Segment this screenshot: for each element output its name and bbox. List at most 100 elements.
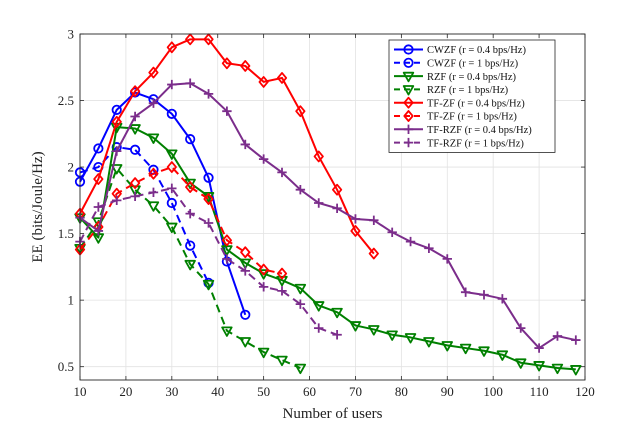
- series-7: [75, 183, 342, 340]
- data-point: [222, 106, 232, 116]
- legend-label: TF-ZF (r = 1 bps/Hz): [427, 112, 517, 123]
- series-layer: [74, 33, 582, 376]
- x-tick-label: 120: [575, 384, 595, 399]
- data-point: [405, 236, 416, 247]
- x-tick-label: 60: [303, 384, 316, 399]
- legend-label: CWZF (r = 0.4 bps/Hz): [427, 45, 526, 56]
- data-point: [129, 185, 141, 196]
- data-point: [386, 330, 398, 341]
- x-tick-label: 80: [395, 384, 408, 399]
- data-point: [276, 72, 288, 84]
- data-point: [166, 108, 177, 119]
- data-point: [240, 309, 251, 320]
- x-tick-label: 50: [257, 384, 270, 399]
- data-point: [369, 215, 379, 226]
- data-point: [111, 164, 123, 175]
- data-point: [515, 358, 527, 369]
- data-point: [534, 343, 544, 353]
- data-point: [239, 337, 251, 348]
- series-line: [79, 167, 301, 369]
- data-point: [93, 173, 104, 185]
- data-point: [314, 198, 324, 208]
- y-tick-label: 3: [68, 27, 75, 42]
- data-point: [147, 201, 160, 212]
- data-point: [276, 355, 288, 367]
- data-point: [295, 105, 306, 118]
- data-point: [185, 240, 196, 251]
- series-line: [79, 126, 576, 371]
- data-point: [258, 154, 269, 164]
- legend-marker: [402, 71, 415, 83]
- data-point: [332, 330, 342, 340]
- data-point: [350, 214, 361, 224]
- y-tick-label: 2.5: [58, 93, 74, 108]
- legend-marker: [403, 96, 414, 109]
- data-point: [313, 301, 325, 312]
- legend-marker: [402, 85, 415, 96]
- data-point: [479, 290, 489, 300]
- data-point: [129, 177, 141, 189]
- series-line: [79, 166, 283, 275]
- data-point: [497, 294, 508, 304]
- ticks-layer: 10 20 30 40 50 60 70 80 90 100 110 120 0.5 1 1.5 2 2.5 3: [58, 27, 595, 400]
- data-point: [203, 89, 214, 99]
- legend: CWZF (r = 0.4 bps/Hz) CWZF (r = 1 bps/Hz)…: [388, 39, 556, 153]
- data-point: [258, 282, 269, 292]
- data-point: [167, 183, 177, 194]
- data-point: [130, 111, 140, 122]
- legend-label: TF-RZF (r = 0.4 bps/Hz): [427, 125, 532, 136]
- legend-label: TF-RZF (r = 1 bps/Hz): [427, 138, 524, 149]
- data-point: [551, 363, 564, 375]
- x-tick-label: 40: [211, 384, 224, 399]
- data-point: [93, 202, 104, 212]
- legend-label: TF-ZF (r = 0.4 bps/Hz): [427, 98, 525, 109]
- data-point: [129, 144, 141, 155]
- data-point: [277, 167, 287, 178]
- axes-frame: [79, 33, 586, 381]
- data-point: [460, 287, 471, 297]
- data-point: [112, 195, 122, 206]
- x-tick-label: 30: [165, 384, 178, 399]
- legend-marker: [403, 44, 414, 55]
- legend-entry: TF-ZF (r = 1 bps/Hz): [394, 110, 517, 123]
- data-point: [368, 325, 380, 336]
- data-point: [129, 124, 141, 135]
- data-point: [496, 350, 509, 361]
- data-point: [332, 203, 342, 214]
- data-point: [130, 191, 140, 202]
- legend-entry: CWZF (r = 1 bps/Hz): [394, 57, 519, 70]
- x-tick-label: 100: [483, 384, 503, 399]
- data-point: [166, 41, 177, 54]
- data-point: [571, 335, 581, 345]
- series-line: [79, 146, 210, 284]
- data-point: [221, 326, 233, 337]
- legend-entry: CWZF (r = 0.4 bps/Hz): [394, 44, 526, 56]
- series-line: [79, 82, 577, 350]
- data-point: [478, 346, 490, 357]
- data-point: [166, 222, 178, 234]
- legend-label: RZF (r = 1 bps/Hz): [427, 85, 509, 96]
- data-point: [184, 259, 196, 271]
- x-tick-label: 10: [74, 384, 87, 399]
- series-line: [79, 38, 375, 255]
- data-point: [203, 172, 214, 183]
- legend-marker: [403, 57, 414, 68]
- legend-entry: TF-ZF (r = 0.4 bps/Hz): [394, 96, 525, 109]
- data-point: [203, 33, 214, 46]
- data-point: [93, 226, 104, 236]
- data-point: [111, 115, 122, 128]
- data-point: [441, 341, 453, 352]
- data-point: [167, 79, 177, 90]
- data-point: [294, 363, 307, 375]
- data-point: [257, 269, 270, 280]
- legend-entry: TF-RZF (r = 0.4 bps/Hz): [394, 124, 532, 136]
- series-4: [74, 33, 379, 260]
- data-point: [202, 279, 215, 291]
- data-point: [277, 286, 287, 296]
- data-point: [221, 57, 233, 70]
- data-point: [570, 365, 582, 376]
- data-point: [240, 246, 251, 259]
- data-point: [148, 98, 159, 108]
